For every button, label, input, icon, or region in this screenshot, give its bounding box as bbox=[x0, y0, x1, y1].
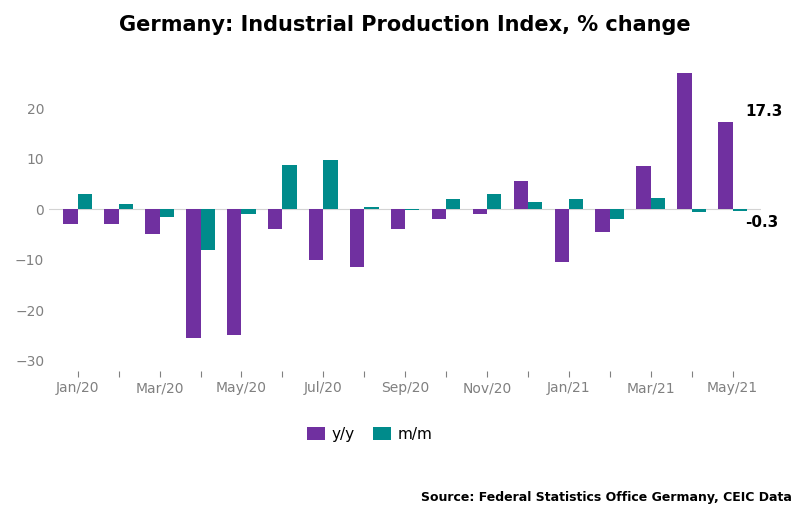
Bar bbox=[432, 209, 446, 220]
Bar bbox=[268, 209, 282, 230]
Bar bbox=[160, 209, 174, 217]
Bar bbox=[63, 209, 78, 225]
Bar bbox=[569, 199, 583, 209]
Title: Germany: Industrial Production Index, % change: Germany: Industrial Production Index, % … bbox=[119, 15, 691, 35]
Bar bbox=[364, 207, 378, 209]
Bar bbox=[405, 209, 419, 210]
Bar bbox=[186, 209, 201, 338]
Bar bbox=[650, 198, 665, 209]
Bar bbox=[446, 199, 460, 209]
Bar bbox=[242, 209, 256, 214]
Bar bbox=[227, 209, 242, 336]
Bar bbox=[323, 160, 338, 209]
Bar bbox=[78, 194, 92, 209]
Bar bbox=[514, 182, 528, 209]
Bar bbox=[473, 209, 487, 214]
Text: Source: Federal Statistics Office Germany, CEIC Data: Source: Federal Statistics Office German… bbox=[421, 491, 792, 504]
Text: 17.3: 17.3 bbox=[746, 104, 783, 119]
Bar bbox=[595, 209, 610, 232]
Bar bbox=[554, 209, 569, 262]
Bar bbox=[350, 209, 364, 267]
Bar bbox=[282, 165, 297, 209]
Bar bbox=[487, 194, 502, 209]
Bar bbox=[118, 204, 133, 209]
Bar bbox=[309, 209, 323, 260]
Bar bbox=[691, 209, 706, 212]
Legend: y/y, m/m: y/y, m/m bbox=[301, 420, 438, 448]
Bar bbox=[733, 209, 747, 211]
Bar bbox=[146, 209, 160, 235]
Bar bbox=[678, 73, 691, 209]
Bar bbox=[610, 209, 624, 220]
Bar bbox=[201, 209, 215, 249]
Bar bbox=[718, 122, 733, 209]
Text: -0.3: -0.3 bbox=[746, 215, 779, 230]
Bar bbox=[636, 166, 650, 209]
Bar bbox=[528, 202, 542, 209]
Bar bbox=[391, 209, 405, 230]
Bar bbox=[104, 209, 118, 225]
